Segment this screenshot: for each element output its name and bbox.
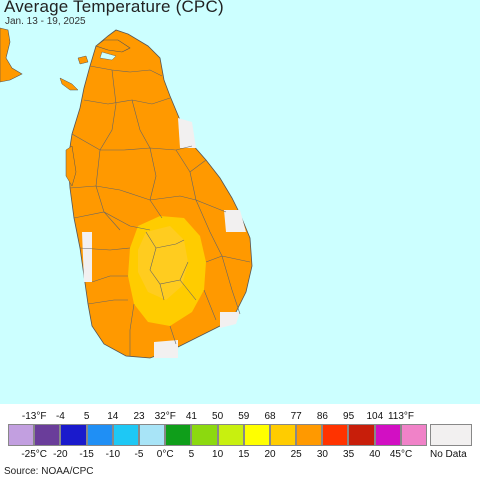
legend-f-label: 23 bbox=[133, 411, 145, 422]
no-data-label: No Data bbox=[430, 449, 467, 460]
no-data-east bbox=[178, 118, 196, 148]
legend-f-label: 5 bbox=[83, 411, 90, 422]
legend-c-label: 15 bbox=[238, 449, 250, 460]
legend-f-label: 59 bbox=[238, 411, 250, 422]
legend-swatch bbox=[138, 424, 166, 446]
legend-c-label: -15 bbox=[79, 449, 94, 460]
map-area: Average Temperature (CPC) Jan. 13 - 19, … bbox=[0, 0, 480, 404]
legend-c-label: -10 bbox=[105, 449, 121, 460]
legend-swatch bbox=[348, 424, 375, 446]
source-credit: Source: NOAA/CPC bbox=[4, 466, 94, 477]
legend-swatch bbox=[86, 424, 113, 446]
legend-f-label: -13°F bbox=[21, 411, 47, 422]
no-data-swatch bbox=[430, 424, 472, 446]
no-data-east-2 bbox=[224, 210, 246, 232]
legend-f-label: 113°F bbox=[387, 411, 415, 422]
no-data-south bbox=[154, 340, 178, 358]
legend-swatch bbox=[243, 424, 270, 446]
legend-swatch bbox=[296, 424, 323, 446]
color-legend: -13°F -4 5 14 23 32°F 41 50 59 68 77 86 95 104 113°F -… bbox=[0, 404, 480, 464]
district-boundaries bbox=[69, 65, 251, 356]
legend-c-label: 5 bbox=[188, 449, 195, 460]
legend-swatches bbox=[8, 424, 427, 446]
legend-c-label: 30 bbox=[316, 449, 328, 460]
legend-swatch bbox=[165, 424, 192, 446]
legend-c-label: 0°C bbox=[156, 449, 174, 460]
legend-f-label: 104 bbox=[366, 411, 384, 422]
legend-swatch bbox=[8, 424, 35, 446]
sri-lanka-map bbox=[0, 0, 480, 404]
legend-swatch bbox=[269, 424, 297, 446]
legend-c-label: 25 bbox=[290, 449, 302, 460]
legend-swatch bbox=[34, 424, 61, 446]
no-data-west bbox=[82, 232, 92, 282]
legend-swatch bbox=[217, 424, 244, 446]
legend-c-label: 35 bbox=[343, 449, 355, 460]
legend-swatch bbox=[60, 424, 87, 446]
jaffna-peninsula bbox=[95, 39, 131, 53]
kalpitiya bbox=[65, 145, 77, 187]
jaffna-lagoon bbox=[99, 51, 117, 61]
legend-c-label: 10 bbox=[212, 449, 224, 460]
map-title: Average Temperature (CPC) bbox=[4, 0, 224, 16]
legend-f-label: -4 bbox=[55, 411, 65, 422]
legend-swatch bbox=[112, 424, 139, 446]
legend-f-label: 50 bbox=[212, 411, 224, 422]
legend-f-label: 14 bbox=[107, 411, 119, 422]
legend-f-label: 77 bbox=[290, 411, 302, 422]
island-mannar bbox=[59, 77, 79, 91]
legend-f-label: 95 bbox=[343, 411, 355, 422]
legend-c-label: -20 bbox=[53, 449, 68, 460]
legend-c-label: 40 bbox=[369, 449, 381, 460]
legend-c-label: 45°C bbox=[389, 449, 413, 460]
india-coast bbox=[0, 27, 23, 83]
legend-f-label: 41 bbox=[185, 411, 197, 422]
legend-c-label: 20 bbox=[264, 449, 276, 460]
legend-swatch bbox=[191, 424, 218, 446]
legend-f-label: 32°F bbox=[154, 411, 176, 422]
legend-f-label: 86 bbox=[316, 411, 328, 422]
legend-f-label: 68 bbox=[264, 411, 276, 422]
legend-swatch bbox=[322, 424, 349, 446]
no-data-southeast bbox=[220, 312, 240, 328]
warm-zone-core bbox=[138, 226, 188, 300]
legend-swatch bbox=[374, 424, 401, 446]
legend-swatch bbox=[400, 424, 427, 446]
legend-c-label: -25°C bbox=[21, 449, 48, 460]
island-kayts bbox=[77, 55, 89, 65]
map-subtitle: Jan. 13 - 19, 2025 bbox=[5, 16, 86, 27]
legend-c-label: -5 bbox=[134, 449, 144, 460]
